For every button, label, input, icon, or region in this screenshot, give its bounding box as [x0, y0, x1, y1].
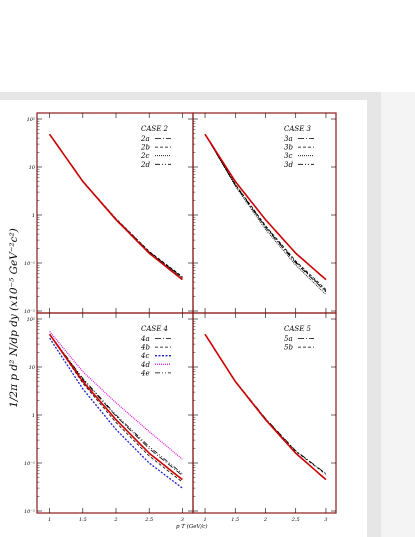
series-line-2a — [49, 134, 183, 278]
legend-title: CASE 3 — [284, 125, 312, 133]
x-axis-label: p T (GeV/c) — [176, 523, 208, 530]
x-tick-label: 2.5 — [144, 517, 153, 523]
series-line-5a — [204, 334, 327, 474]
legend-label-3d: 3d — [284, 161, 293, 169]
series-line-2b — [49, 134, 183, 277]
legend-label-2c: 2c — [140, 152, 149, 160]
x-tick-label: 1 — [48, 517, 51, 523]
legend-label-3c: 3c — [284, 152, 292, 160]
panel-frame — [192, 312, 337, 514]
panel-frame — [36, 312, 194, 514]
y-tick-label: 1 — [32, 213, 35, 219]
y-tick-label: 10² — [27, 117, 35, 123]
window-scrollbar[interactable] — [367, 92, 381, 537]
y-tick-label: 10⁻² — [24, 309, 35, 315]
series-line-4d — [49, 331, 183, 460]
y-tick-label: 10⁻¹ — [24, 261, 35, 267]
x-tick-label: 1 — [203, 517, 206, 523]
series-line-4b — [49, 334, 183, 483]
x-tick-label: 3 — [324, 517, 327, 523]
data-curve — [48, 333, 183, 481]
legend-label-2b: 2b — [140, 144, 150, 152]
legend-title: CASE 2 — [141, 125, 169, 133]
series-line-3b — [204, 134, 327, 290]
panel-frame — [192, 112, 337, 314]
y-tick-label: 10 — [29, 165, 36, 171]
window-top-bar — [0, 92, 415, 100]
data-curve — [204, 333, 327, 481]
x-tick-label: 3 — [181, 517, 184, 523]
y-tick-label: 10⁻² — [24, 509, 35, 515]
legend-label-3a: 3a — [284, 135, 293, 143]
y-tick-label: 10⁻¹ — [24, 461, 35, 467]
y-tick-label: 1 — [32, 413, 35, 419]
legend-label-2d: 2d — [140, 161, 150, 169]
series-line-5b — [204, 334, 327, 475]
series-line-3d — [204, 134, 327, 292]
legend-label-2a: 2a — [140, 135, 150, 143]
series-line-4e — [49, 334, 183, 474]
x-tick-label: 2 — [113, 517, 117, 523]
data-curve — [204, 133, 327, 281]
legend-label-5b: 5b — [284, 344, 293, 352]
legend-title: CASE 5 — [284, 325, 312, 333]
panel-frame — [36, 112, 194, 314]
series-line-3c — [204, 134, 327, 295]
series-line-4c — [49, 337, 183, 489]
y-tick-label: 10² — [27, 317, 35, 323]
legend-label-4c: 4c — [140, 352, 149, 360]
legend-title: CASE 4 — [141, 325, 168, 333]
series-line-2d — [49, 134, 183, 278]
y-tick-label: 10 — [29, 365, 36, 371]
x-tick-label: 2 — [263, 517, 267, 523]
legend-label-5a: 5a — [284, 335, 293, 343]
x-tick-label: 1.5 — [231, 517, 239, 523]
window-side-panel — [381, 92, 415, 537]
y-axis-label: 1/2π p d² N/dp dy (x10⁻⁵ GeV⁻²c²) — [8, 228, 20, 408]
legend-label-4a: 4a — [140, 335, 150, 343]
legend-label-4d: 4d — [140, 361, 150, 369]
legend-label-3b: 3b — [284, 144, 293, 152]
legend-label-4e: 4e — [140, 369, 150, 377]
data-curve — [48, 133, 183, 281]
series-line-2c — [49, 134, 183, 279]
x-tick-label: 2.5 — [291, 517, 300, 523]
legend-label-4b: 4b — [140, 344, 150, 352]
series-line-3a — [204, 134, 327, 293]
x-tick-label: 1.5 — [79, 517, 87, 523]
